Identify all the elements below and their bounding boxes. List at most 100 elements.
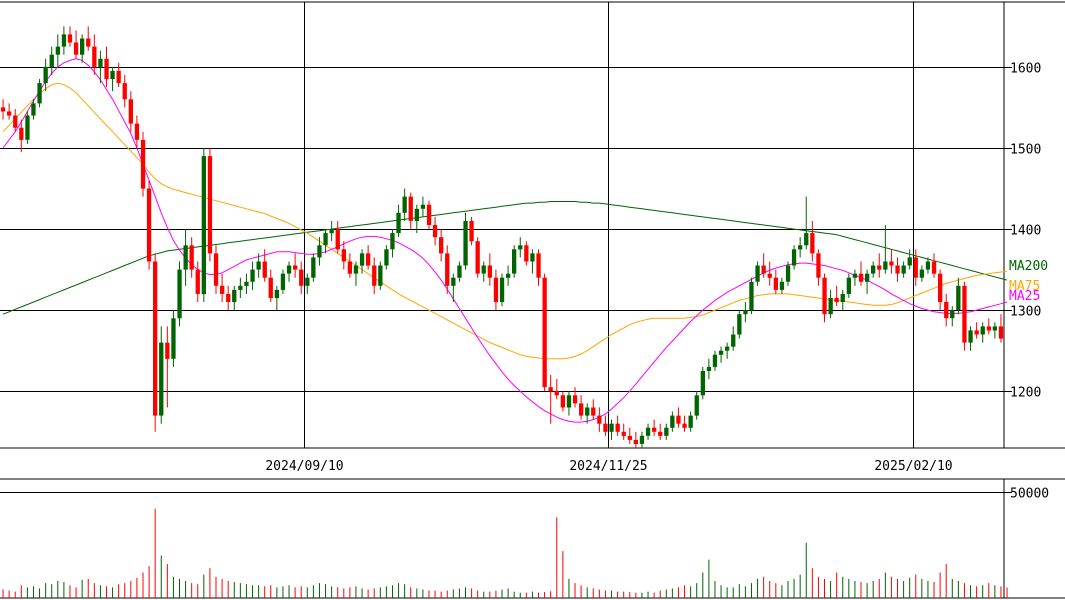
candle-body: [280, 273, 286, 290]
candle-body: [13, 115, 18, 128]
candle-body: [822, 277, 827, 315]
candle-body: [432, 225, 438, 238]
moving-average-lines: [2, 58, 1008, 423]
candle-body: [627, 435, 632, 440]
candle-body: [877, 265, 882, 270]
candle-body: [366, 253, 371, 266]
candle-body: [80, 38, 85, 55]
candle-body: [907, 257, 912, 266]
ma25-label: MA25: [1009, 289, 1040, 304]
candle-body: [311, 257, 316, 278]
candle-body: [542, 277, 547, 388]
candle-body: [779, 281, 785, 290]
candle-body: [61, 34, 67, 47]
candle-body: [146, 188, 152, 262]
candle-body: [359, 253, 365, 266]
candle-body: [889, 261, 894, 266]
volume-axis-ticks: 50000: [1010, 487, 1049, 502]
price-tick-label: 1600: [1010, 62, 1041, 77]
candle-body: [201, 156, 206, 294]
candle-body: [700, 371, 705, 396]
candle-body: [244, 281, 249, 286]
candle-body: [658, 431, 663, 436]
candle-body: [481, 265, 486, 274]
candle-body: [372, 265, 377, 286]
candle-body: [165, 342, 170, 359]
candle-body: [335, 229, 340, 250]
ma200-label: MA200: [1009, 259, 1048, 274]
candle-body: [153, 261, 158, 416]
candle-body: [852, 273, 858, 278]
candle-body: [73, 42, 79, 55]
candle-body: [603, 423, 608, 432]
candle-body: [475, 241, 480, 274]
candle-body: [110, 70, 115, 79]
candle-body: [506, 273, 511, 278]
candle-body: [177, 269, 182, 319]
candle-body: [865, 273, 870, 282]
candle-body: [426, 204, 432, 225]
candle-body: [274, 289, 279, 298]
candle-body: [402, 196, 407, 213]
candle-body: [536, 253, 541, 278]
candle-body: [840, 293, 845, 302]
candle-body: [195, 269, 200, 294]
candle-body: [962, 285, 967, 343]
candle-body: [883, 261, 888, 270]
candle-body: [791, 249, 797, 266]
candle-body: [286, 265, 292, 274]
candle-body: [579, 403, 584, 416]
candle-body: [104, 58, 109, 80]
candle-body: [773, 277, 778, 290]
candle-body: [950, 310, 955, 319]
candle-body: [226, 293, 231, 302]
candle-body: [858, 273, 864, 282]
ma25-line: [2, 58, 1008, 423]
candle-body: [670, 415, 675, 428]
candle-body: [256, 261, 261, 270]
candle-body: [493, 277, 499, 302]
candle-body: [938, 273, 943, 303]
candle-body: [871, 265, 876, 274]
candle-body: [329, 229, 334, 234]
candle-body: [560, 395, 565, 408]
date-tick-label: 2025/02/10: [874, 459, 952, 474]
candle-body: [341, 249, 346, 262]
candle-body: [238, 285, 243, 290]
candle-body: [439, 237, 444, 254]
volume-grid: [0, 478, 1065, 599]
candle-body: [31, 103, 36, 116]
candle-body: [213, 253, 219, 286]
candle-body: [98, 58, 103, 67]
candle-body: [986, 326, 991, 331]
candle-body: [414, 208, 419, 221]
candle-body: [895, 265, 900, 274]
candle-body: [609, 423, 614, 432]
ma75-label: MA75: [1009, 279, 1040, 294]
candle-body: [512, 249, 517, 274]
candle-body: [0, 107, 6, 112]
candle-body: [390, 233, 395, 250]
candle-body: [980, 326, 985, 335]
candle-body: [548, 387, 553, 392]
candle-body: [682, 423, 687, 428]
candle-body: [268, 277, 273, 298]
candle-body: [652, 427, 657, 432]
candle-body: [572, 395, 578, 404]
candle-body: [956, 285, 961, 311]
candle-body: [451, 277, 456, 286]
candle-body: [159, 342, 164, 416]
candle-body: [639, 435, 645, 444]
candle-body: [688, 415, 693, 428]
candle-body: [731, 334, 736, 347]
candle-body: [585, 407, 590, 416]
candle-body: [323, 233, 328, 246]
candle-body: [293, 265, 298, 270]
candle-body: [919, 269, 924, 278]
candle-body: [518, 245, 523, 250]
price-tick-label: 1500: [1010, 143, 1041, 158]
candle-body: [554, 391, 559, 396]
candle-body: [846, 277, 851, 294]
candle-body: [317, 245, 322, 258]
